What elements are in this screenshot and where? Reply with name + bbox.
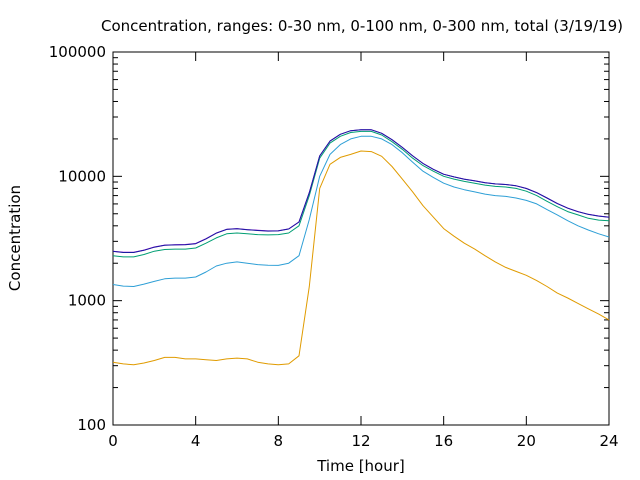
y-axis-label: Concentration — [6, 185, 24, 291]
x-tick-label: 12 — [351, 432, 370, 450]
y-tick-label: 100 — [77, 416, 106, 434]
x-tick-label: 8 — [274, 432, 284, 450]
x-axis: 0 4 8 12 16 20 24 — [108, 52, 619, 450]
x-tick-label: 16 — [434, 432, 453, 450]
series-line-1 — [112, 150, 610, 366]
y-tick-label: 100000 — [49, 43, 106, 61]
plot-area: 100 1000 10000 100000 0 4 8 12 16 20 24 — [49, 43, 619, 450]
x-axis-label: Time [hour] — [316, 457, 405, 475]
y-axis: 100 1000 10000 100000 — [49, 43, 609, 434]
x-tick-label: 0 — [108, 432, 118, 450]
series-line-3 — [112, 130, 610, 258]
y-tick-label: 10000 — [58, 167, 106, 185]
series-layer — [112, 129, 610, 366]
series-line-4 — [112, 129, 610, 253]
chart-title: Concentration, ranges: 0-30 nm, 0-100 nm… — [101, 17, 623, 35]
series-line-5 — [112, 129, 610, 253]
x-tick-label: 20 — [517, 432, 536, 450]
x-tick-label: 4 — [191, 432, 201, 450]
plot-frame — [112, 51, 610, 426]
series-line-2 — [112, 135, 610, 287]
y-tick-label: 1000 — [68, 292, 106, 310]
x-tick-label: 24 — [599, 432, 618, 450]
